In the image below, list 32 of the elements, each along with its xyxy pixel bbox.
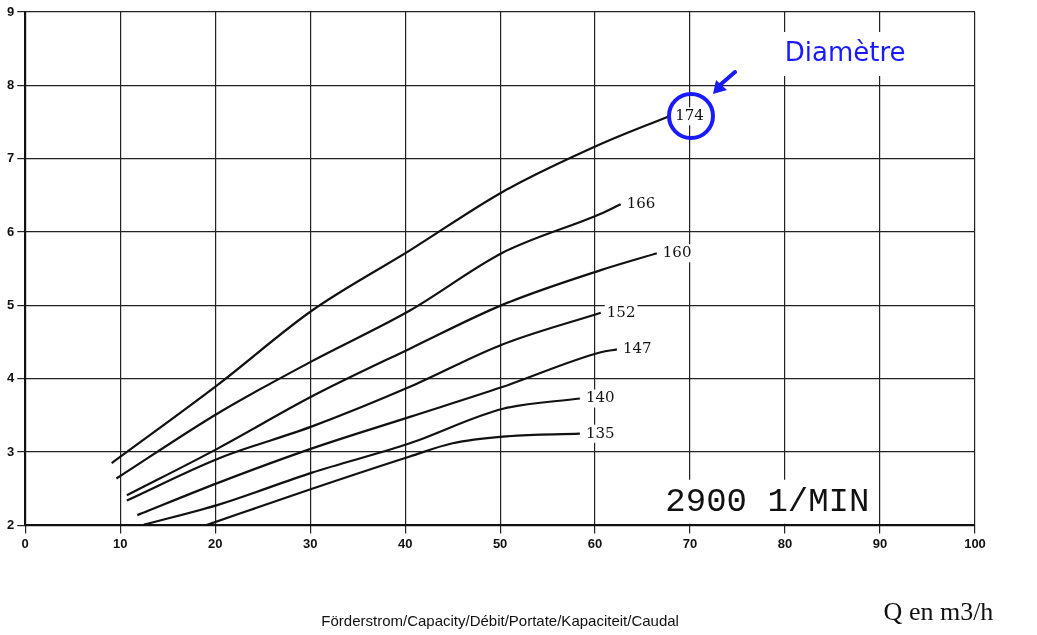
x-tick-label: 100 <box>964 535 986 551</box>
x-tick-label: 0 <box>21 535 29 551</box>
series-label: 147 <box>622 339 652 358</box>
x-axis-title: Förderstrom/Capacity/Débit/Portate/Kapaciteit/Caudal <box>321 612 679 630</box>
x-tick-label: 20 <box>207 535 223 551</box>
x-tick-label: 40 <box>397 535 413 551</box>
x-tick-label: 50 <box>492 535 508 551</box>
y-tick-label: 4 <box>7 370 15 386</box>
series-label: 166 <box>626 194 656 213</box>
x-tick-label: 90 <box>872 535 888 551</box>
x-tick-label: 60 <box>587 535 603 551</box>
y-tick-label: 2 <box>7 516 15 532</box>
series-label: 160 <box>662 243 692 262</box>
annotation: Diamètre <box>784 36 906 67</box>
series-label: 152 <box>606 302 636 321</box>
y-tick-label: 8 <box>7 76 15 92</box>
y-tick-label: 9 <box>7 3 15 19</box>
y-tick-label: 7 <box>7 150 15 166</box>
x-tick-label: 80 <box>777 535 793 551</box>
y-tick-label: 6 <box>7 223 15 239</box>
x-tick-label: 30 <box>302 535 318 551</box>
annotation: 2900 1/MIN <box>665 482 870 521</box>
series-label: 140 <box>585 388 615 407</box>
line-series <box>125 252 658 497</box>
text: Q en m3/h <box>883 596 994 626</box>
x-tick-label: 70 <box>682 535 698 551</box>
series-label: 174 <box>675 106 704 125</box>
x-tick-label: 10 <box>112 535 128 551</box>
series-label: 135 <box>585 423 615 442</box>
y-tick-label: 5 <box>7 296 15 312</box>
line-series <box>136 348 619 517</box>
y-tick-label: 3 <box>7 443 15 459</box>
